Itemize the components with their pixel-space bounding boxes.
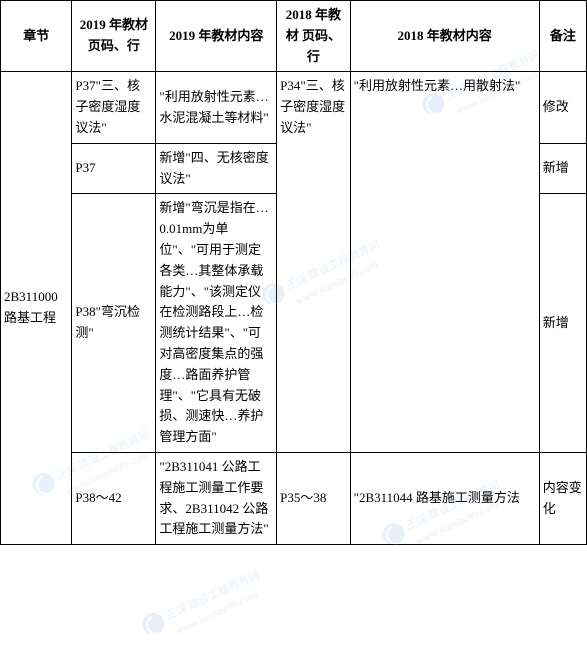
cell-content2019: 新增"四、无核密度议法" [156,143,277,194]
cell-note: 新增 [539,194,586,453]
cell-content2019: "利用放射性元素…水泥混凝土等材料" [156,72,277,143]
header-content2018: 2018 年教材内容 [350,1,539,72]
cell-page2019: P37"三、核子密度湿度议法" [72,72,156,143]
cell-content2019: 新增"弯沉是指在…0.01mm为单位"、"可用于测定各类…其整体承载能力"、"该… [156,194,277,453]
cell-page2018: P34"三、核子密度湿度议法" [277,72,351,453]
cell-content2018: "2B311044 路基施工测量方法 [350,452,539,544]
chapter-cell: 2B311000 路基工程 [1,72,72,545]
cell-page2019: P37 [72,143,156,194]
cell-content2018: "利用放射性元素…用散射法" [350,72,539,453]
cell-content2019: "2B311041 公路工程施工测量工作要求、2B311042 公路工程施工测量… [156,452,277,544]
header-note: 备注 [539,1,586,72]
watermark-url: www.jianshe99.com [173,589,259,638]
cell-page2019: P38"弯沉检测" [72,194,156,453]
table-row: P38～42 "2B311041 公路工程施工测量工作要求、2B311042 公… [1,452,587,544]
header-content2019: 2019 年教材内容 [156,1,277,72]
table-row: 2B311000 路基工程 P37"三、核子密度湿度议法" "利用放射性元素…水… [1,72,587,143]
header-chapter: 章节 [1,1,72,72]
cell-note: 新增 [539,143,586,194]
comparison-table: 章节 2019 年教材 页码、行 2019 年教材内容 2018 年教材 页码、… [0,0,587,545]
header-page2019: 2019 年教材 页码、行 [72,1,156,72]
table-header-row: 章节 2019 年教材 页码、行 2019 年教材内容 2018 年教材 页码、… [1,1,587,72]
cell-note: 修改 [539,72,586,143]
cell-page2018: P35～38 [277,452,351,544]
watermark-text: 正保 建设工程教育网 [164,569,261,623]
cell-page2019: P38～42 [72,452,156,544]
watermark-icon: 正保 建设工程教育网 www.jianshe99.com [139,565,269,650]
header-page2018: 2018 年教材 页码、行 [277,1,351,72]
cell-note: 内容变化 [539,452,586,544]
